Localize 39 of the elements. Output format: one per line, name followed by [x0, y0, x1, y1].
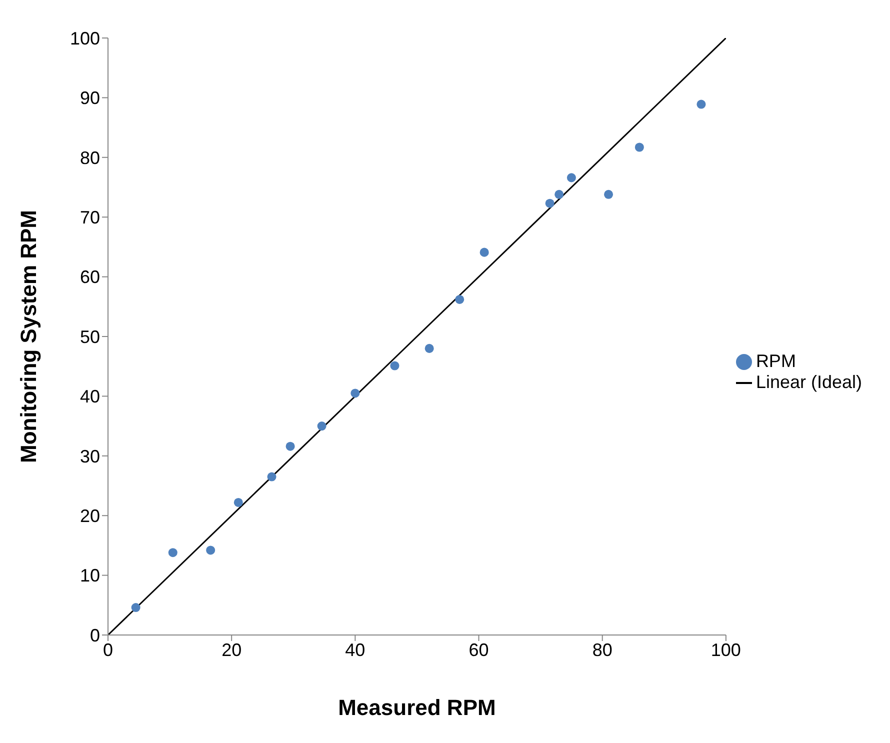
- legend-label: RPM: [756, 350, 796, 370]
- y-tick-label: 20: [80, 506, 100, 526]
- point: [286, 442, 295, 451]
- y-tick-label: 40: [80, 386, 100, 407]
- x-tick-label: 40: [345, 640, 366, 660]
- x-tick-label: 20: [222, 640, 242, 660]
- point: [696, 100, 706, 109]
- x-axis-title: Measured RPM: [338, 695, 496, 720]
- x-tick-label: 60: [468, 640, 489, 660]
- point: [206, 546, 216, 555]
- y-tick-label: 90: [80, 88, 100, 108]
- point: [634, 142, 644, 152]
- y-tick-label: 50: [80, 326, 100, 347]
- x-tick-label: 80: [592, 640, 612, 660]
- y-tick-label: 60: [80, 267, 100, 288]
- point: [566, 173, 576, 182]
- x-tick-label: 100: [710, 640, 741, 660]
- y-tick-label: 30: [80, 446, 100, 466]
- point: [168, 548, 178, 558]
- legend-label: Linear (Ideal): [756, 372, 862, 392]
- point: [267, 472, 276, 482]
- point: [234, 498, 243, 507]
- point: [455, 294, 464, 304]
- point: [424, 344, 434, 353]
- point: [350, 388, 360, 398]
- y-tick-label: 80: [80, 148, 100, 168]
- y-axis-title: Monitoring System RPM: [16, 210, 41, 464]
- y-tick-label: 70: [80, 207, 100, 228]
- point: [545, 198, 554, 208]
- y-tick-label: 0: [90, 625, 100, 646]
- y-tick-label: 10: [80, 566, 100, 586]
- point: [554, 190, 564, 199]
- point: [390, 361, 400, 370]
- point: [480, 248, 489, 257]
- point: [131, 603, 140, 612]
- x-tick-label: 0: [102, 640, 114, 660]
- point: [317, 422, 326, 431]
- y-tick-label: 100: [70, 28, 100, 48]
- point: [604, 190, 614, 199]
